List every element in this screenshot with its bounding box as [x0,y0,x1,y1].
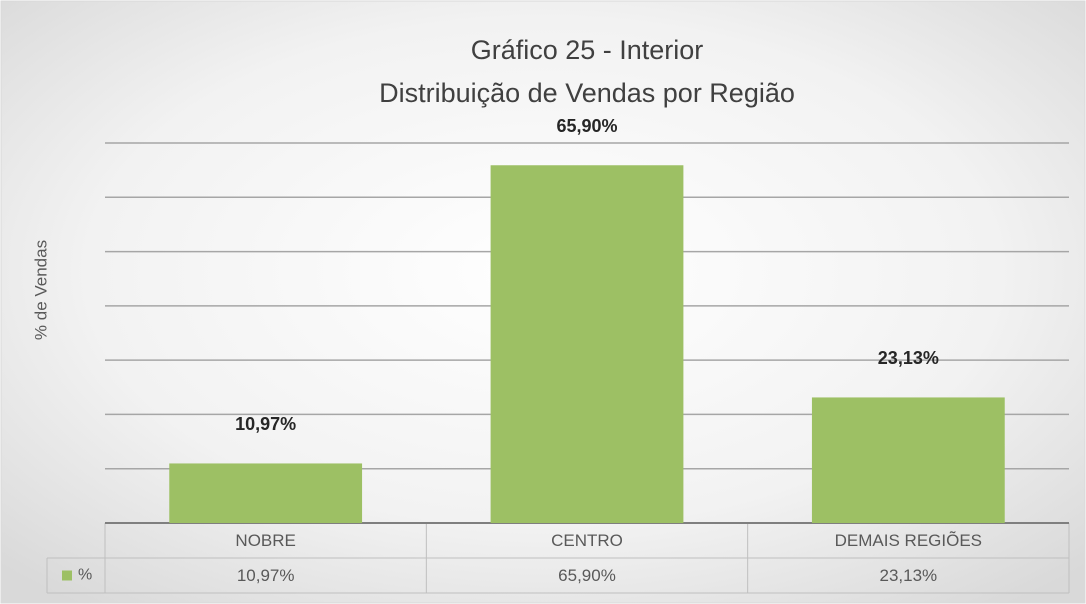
data-label: 10,97% [235,414,296,434]
y-axis-label: % de Vendas [31,240,50,340]
table-value: 23,13% [879,566,937,585]
x-tick-label: NOBRE [235,531,295,550]
bar [811,397,1005,523]
legend-swatch [62,570,72,581]
data-label: 23,13% [878,348,939,368]
x-tick-label: DEMAIS REGIÕES [835,531,982,550]
bar [169,463,363,523]
table-value: 10,97% [237,566,295,585]
data-label: 65,90% [556,116,617,136]
chart-subtitle: Distribuição de Vendas por Região [379,78,795,108]
x-tick-label: CENTRO [551,531,623,550]
table-value: 65,90% [558,566,616,585]
chart-title: Gráfico 25 - Interior [471,35,704,65]
bar [490,165,684,523]
legend-label: % [78,567,92,584]
